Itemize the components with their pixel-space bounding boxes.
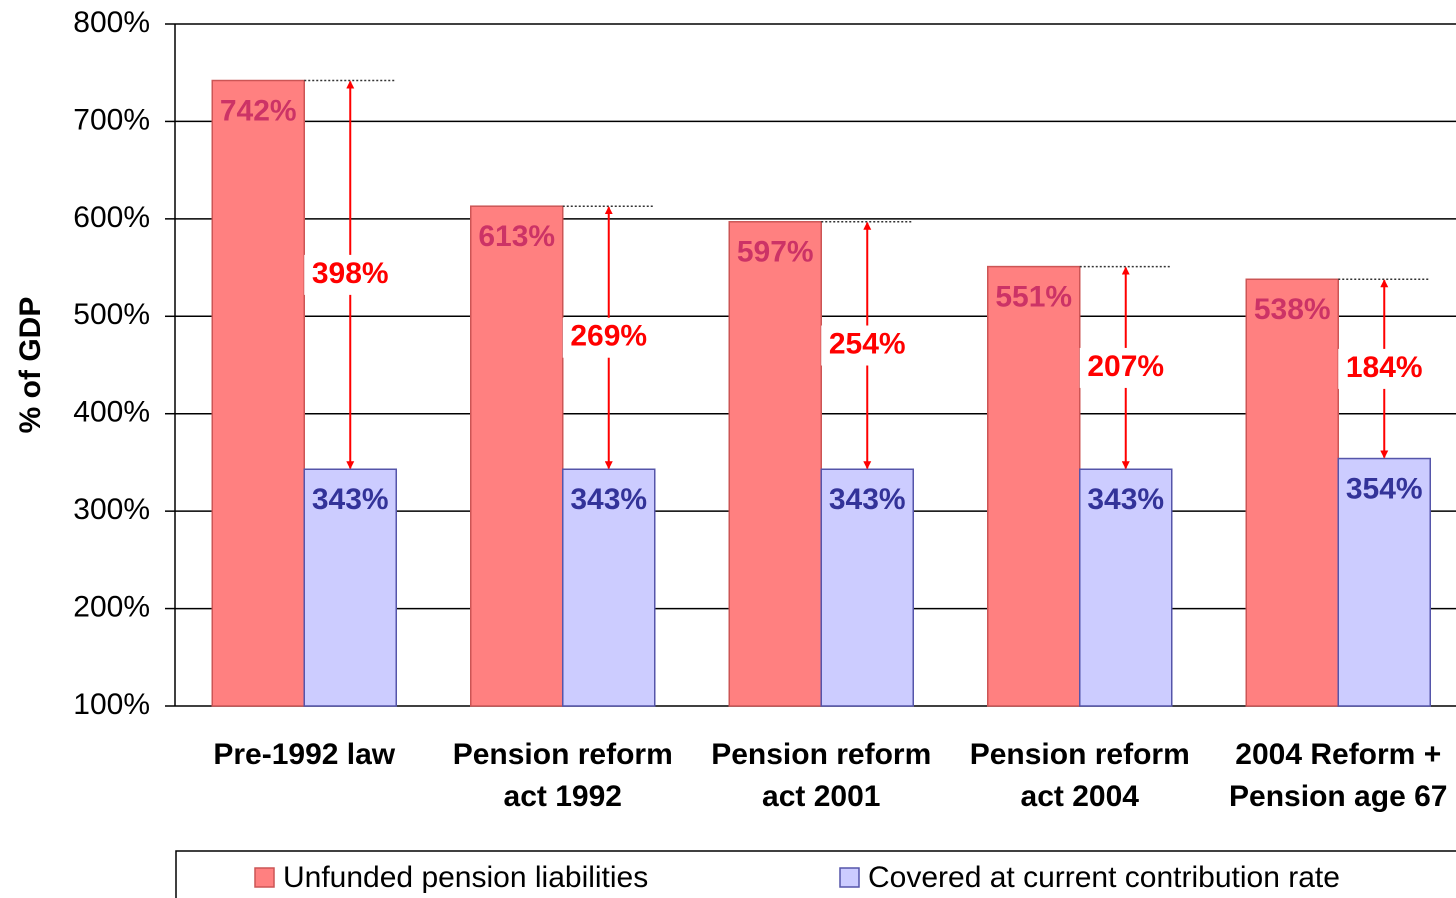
legend-box [175,850,1456,898]
gap-label: 254% [829,327,906,360]
gap-label-bg [1338,348,1431,389]
y-tick-label: 600% [73,201,150,234]
x-tick-label: Pension reform act 2004 [969,738,1190,813]
gap-label-bg [562,317,655,358]
y-tick-label: 800% [73,6,150,39]
data-label: 354% [1346,472,1423,505]
data-label: 742% [220,94,297,127]
bar [1245,278,1339,707]
gap-label: 207% [1087,350,1164,383]
gap-label-bg [304,254,397,295]
x-tick-label: Pension reform act 2001 [711,738,932,813]
y-tick-label: 400% [73,396,150,429]
legend-label: Unfunded pension liabilities [283,861,648,894]
data-label: 343% [829,483,906,516]
legend-swatch [254,867,275,888]
legend-swatch [839,867,860,888]
y-tick-label: 100% [73,688,150,721]
gap-label-bg [821,325,914,366]
y-tick-label: 200% [73,590,150,623]
gap-label: 184% [1346,351,1423,384]
y-tick-label: 700% [73,103,150,136]
y-tick-label: 300% [73,493,150,526]
data-label: 613% [478,220,555,253]
bar [1337,457,1431,707]
data-label: 343% [570,483,647,516]
data-label: 551% [995,281,1072,314]
bar [303,468,397,707]
x-tick-label: 2004 Reform + Pension age 67 [1229,738,1448,813]
bar [470,205,564,707]
bar [820,468,914,707]
gap-label: 398% [312,257,389,290]
data-label: 343% [1087,483,1164,516]
x-tick-label: Pre-1992 law [213,738,396,771]
legend-label: Covered at current contribution rate [868,861,1340,894]
bar [728,221,822,707]
data-label: 343% [312,483,389,516]
bar [1079,468,1173,707]
bar [211,79,305,707]
data-label: 538% [1254,293,1331,326]
data-label: 597% [737,236,814,269]
gap-label-bg [1079,347,1172,388]
y-tick-label: 500% [73,298,150,331]
y-axis-label: % of GDP [14,297,47,434]
x-tick-label: Pension reform act 1992 [452,738,673,813]
bar [562,468,656,707]
gap-label: 269% [570,320,647,353]
bar [987,265,1081,707]
